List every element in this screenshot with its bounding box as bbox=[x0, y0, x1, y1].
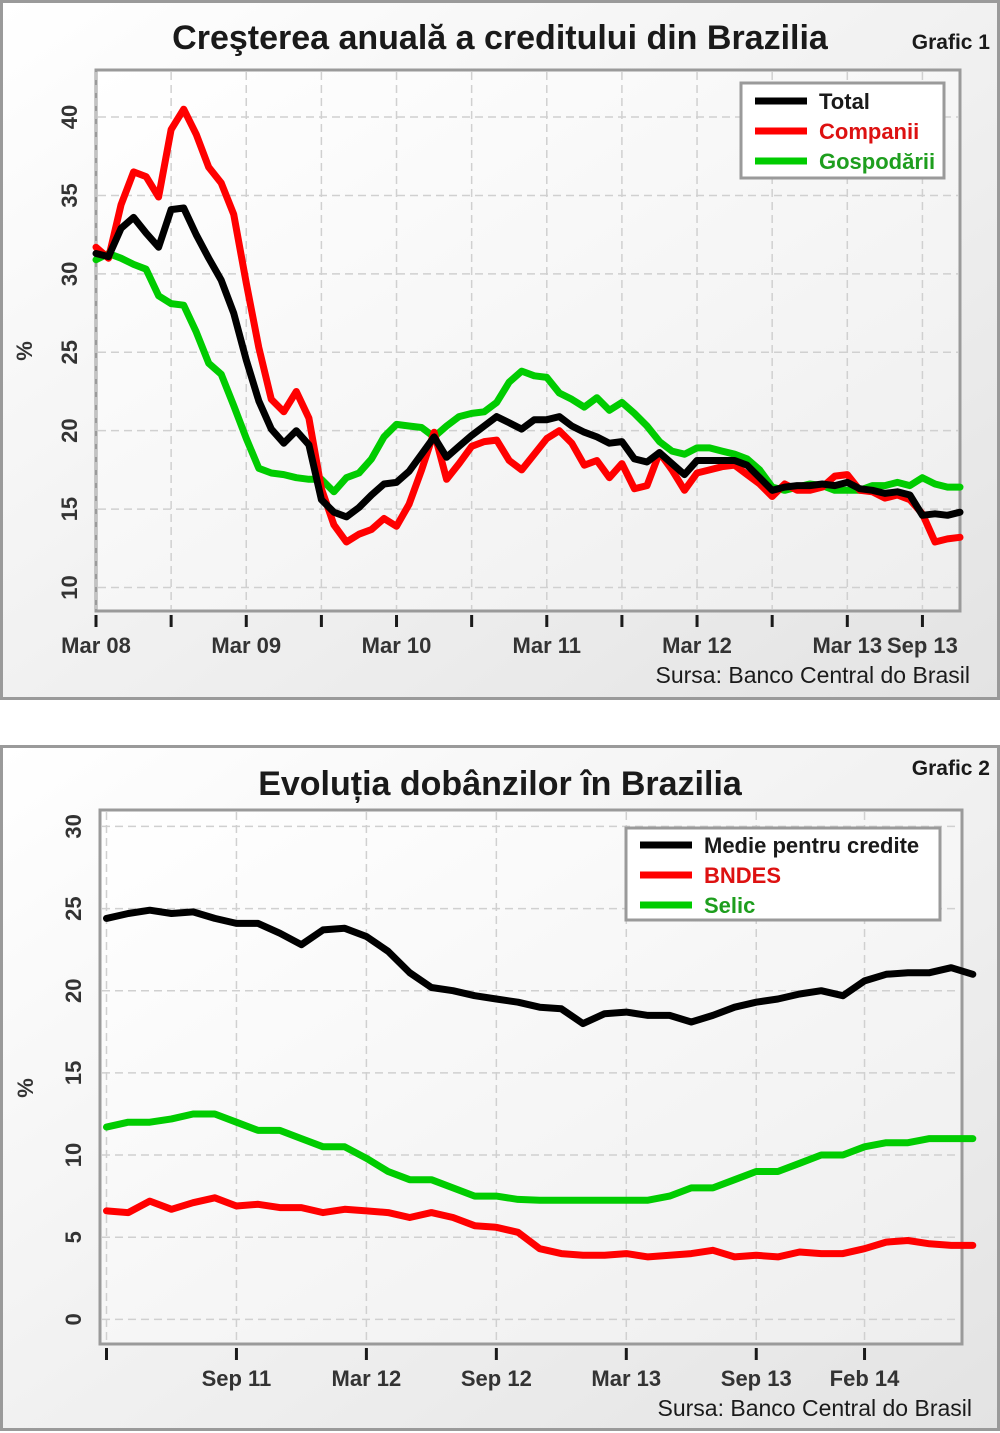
y-tick-label: 40 bbox=[57, 105, 82, 129]
y-axis-label: % bbox=[13, 1078, 38, 1098]
y-tick-label: 30 bbox=[61, 814, 86, 838]
series-line-total bbox=[92, 204, 964, 521]
y-tick-label: 25 bbox=[61, 896, 86, 920]
legend-label: Total bbox=[819, 89, 870, 114]
x-tick-label: Mar 13 bbox=[812, 633, 882, 658]
x-tick-label: Sep 13 bbox=[721, 1366, 792, 1391]
y-tick-label: 10 bbox=[61, 1143, 86, 1167]
x-tick-label: Sep 13 bbox=[887, 633, 958, 658]
x-tick-label: Mar 13 bbox=[591, 1366, 661, 1391]
y-tick-label: 15 bbox=[61, 1061, 86, 1085]
chart-panel-1: Creşterea anuală a creditului din Brazil… bbox=[0, 0, 1000, 700]
source-note: Sursa: Banco Central do Brasil bbox=[658, 1395, 973, 1421]
x-tick-label: Mar 10 bbox=[362, 633, 432, 658]
legend-label: Selic bbox=[704, 893, 755, 918]
y-tick-label: 30 bbox=[57, 262, 82, 286]
series-line-bndes bbox=[103, 1194, 977, 1261]
y-tick-label: 5 bbox=[61, 1231, 86, 1243]
interest-rates-chart: Evoluția dobânzilor în Brazilia Grafic 2… bbox=[3, 748, 997, 1428]
x-tick-label: Sep 12 bbox=[461, 1366, 532, 1391]
chart-title: Evoluția dobânzilor în Brazilia bbox=[258, 765, 743, 803]
x-tick-label: Sep 11 bbox=[202, 1366, 272, 1391]
legend-label: Companii bbox=[819, 119, 919, 144]
x-tick-label: Feb 14 bbox=[830, 1366, 900, 1391]
y-tick-label: 35 bbox=[57, 183, 82, 207]
series-line-medie-pentru-credite bbox=[103, 906, 977, 1028]
y-tick-label: 20 bbox=[57, 418, 82, 442]
legend-label: Medie pentru credite bbox=[704, 833, 919, 858]
y-tick-label: 20 bbox=[61, 978, 86, 1002]
legend: Total Companii Gospodării bbox=[739, 81, 946, 180]
legend-label: Gospodării bbox=[819, 149, 935, 174]
y-tick-label: 25 bbox=[57, 340, 82, 364]
series-line-companii bbox=[92, 105, 964, 546]
x-tick-label: Mar 11 bbox=[513, 633, 582, 658]
y-tick-label: 0 bbox=[61, 1313, 86, 1325]
x-tick-label: Mar 12 bbox=[332, 1366, 402, 1391]
source-note: Sursa: Banco Central do Brasil bbox=[656, 662, 971, 688]
credit-growth-chart: Creşterea anuală a creditului din Brazil… bbox=[3, 3, 997, 697]
y-axis-label: % bbox=[12, 341, 37, 361]
y-tick-label: 15 bbox=[57, 497, 82, 521]
series-line-selic bbox=[103, 1110, 977, 1204]
y-tick-label: 10 bbox=[57, 575, 82, 599]
grafic-label: Grafic 2 bbox=[912, 757, 990, 780]
chart-title: Creşterea anuală a creditului din Brazil… bbox=[172, 19, 829, 57]
legend-label: BNDES bbox=[704, 863, 781, 888]
chart-panel-2: Evoluția dobânzilor în Brazilia Grafic 2… bbox=[0, 745, 1000, 1431]
grafic-label: Grafic 1 bbox=[912, 31, 991, 54]
x-tick-label: Mar 09 bbox=[211, 633, 281, 658]
x-tick-label: Mar 08 bbox=[61, 633, 131, 658]
legend: Medie pentru credite BNDES Selic bbox=[624, 826, 942, 922]
x-tick-label: Mar 12 bbox=[662, 633, 732, 658]
